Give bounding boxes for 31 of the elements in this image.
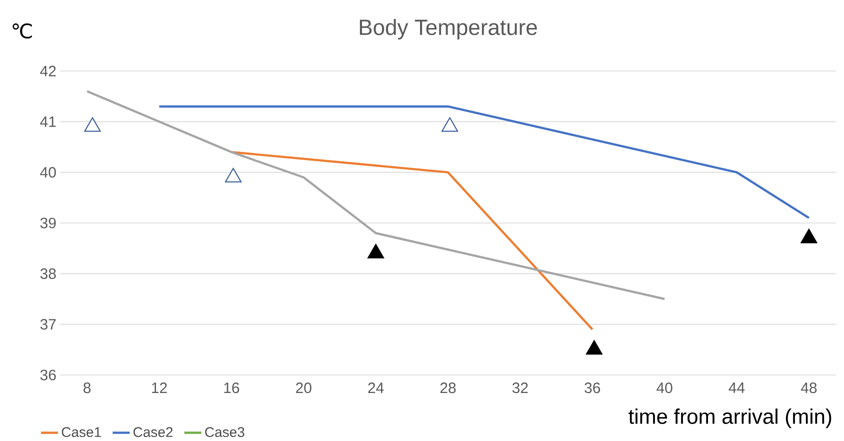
x-tick-label: 28 bbox=[440, 382, 456, 394]
x-tick-label: 16 bbox=[224, 382, 240, 394]
point bbox=[368, 244, 384, 258]
x-tick-label: 20 bbox=[296, 382, 312, 394]
x-tick-label: 12 bbox=[152, 382, 167, 393]
point bbox=[84, 117, 101, 132]
x-axis-title: time from arrival (min) bbox=[628, 408, 832, 428]
y-tick-label: 39 bbox=[40, 218, 56, 228]
y-tick-label: 42 bbox=[40, 66, 56, 76]
legend-label: Case2 bbox=[133, 427, 173, 438]
legend-label: Case1 bbox=[62, 427, 101, 438]
line-series bbox=[86, 90, 666, 300]
y-tick-label: 41 bbox=[40, 116, 56, 127]
point bbox=[800, 228, 818, 244]
x-tick-label: 8 bbox=[84, 382, 91, 394]
x-tick-label: 32 bbox=[512, 382, 528, 394]
point bbox=[586, 340, 602, 355]
x-tick-label: 40 bbox=[656, 382, 672, 394]
y-tick-label: 37 bbox=[40, 319, 56, 330]
point bbox=[442, 117, 458, 132]
y-tick-label: 40 bbox=[40, 167, 56, 178]
chart-title: Body Temperature bbox=[360, 19, 537, 40]
y-axis-title: ℃ bbox=[12, 23, 32, 39]
x-tick-label: 44 bbox=[728, 382, 745, 393]
point bbox=[224, 168, 242, 182]
legend-label: Case3 bbox=[205, 427, 244, 438]
y-tick-label: 36 bbox=[40, 370, 56, 380]
x-tick-label: 36 bbox=[584, 382, 600, 394]
x-tick-label: 24 bbox=[368, 382, 384, 393]
y-tick-label: 38 bbox=[40, 268, 56, 279]
x-tick-label: 48 bbox=[800, 382, 817, 394]
